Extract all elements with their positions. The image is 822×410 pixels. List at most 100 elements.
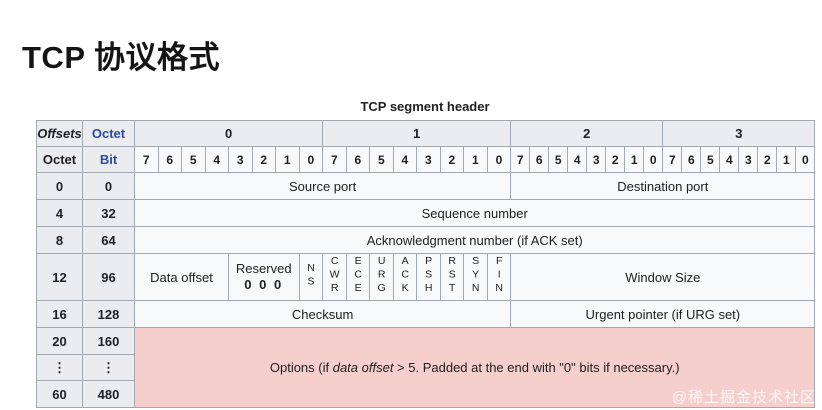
bit-number: 1 [463, 146, 488, 173]
bit-number: 4 [204, 146, 229, 173]
header-row-bits: Octet Bit 7 6 5 4 3 2 1 0 7 6 5 4 3 2 1 … [36, 146, 816, 173]
bit-number: 6 [157, 146, 182, 173]
octet-offset: 60 [36, 380, 83, 408]
flag-rst: RST [439, 253, 465, 301]
flag-label: PSH [422, 255, 435, 296]
bit-number: 7 [510, 146, 531, 173]
bit-number: 4 [392, 146, 418, 173]
octet-row-header: Octet [36, 146, 83, 173]
flag-label: RST [446, 255, 459, 296]
bit-number: 5 [369, 146, 394, 173]
field-options: Options (if data offset > 5. Padded at t… [133, 327, 816, 408]
flag-label: ACK [399, 255, 412, 296]
bit-number: 6 [529, 146, 550, 173]
flag-ack: ACK [392, 253, 418, 301]
bit-number: 0 [298, 146, 324, 173]
bit-offset: 480 [82, 380, 135, 408]
field-acknowledgment-number: Acknowledgment number (if ACK set) [133, 226, 816, 254]
bit-number: 0 [795, 146, 816, 173]
bit-offset: 64 [82, 226, 135, 254]
options-italic-text: data offset [332, 360, 394, 375]
page-title: TCP 协议格式 [22, 40, 221, 75]
header-row-octets: Offsets Octet 0 1 2 3 [36, 120, 816, 147]
field-urgent-pointer: Urgent pointer (if URG set) [510, 300, 816, 328]
row-offset-20: 20 160 Options (if data offset > 5. Padd… [36, 327, 816, 408]
bit-offset: 32 [82, 199, 135, 227]
octet-group-2: 2 [510, 120, 664, 147]
octet-group-3: 3 [662, 120, 816, 147]
row-offset-16: 16 128 Checksum Urgent pointer (if URG s… [36, 300, 816, 328]
reserved-value: 0 0 0 [244, 277, 284, 292]
bit-number: 1 [776, 146, 797, 173]
row-offset-0: 0 0 Source port Destination port [36, 172, 816, 200]
field-data-offset: Data offset [134, 253, 229, 301]
flag-label: NS [305, 262, 318, 289]
bit-number: 0 [643, 146, 664, 173]
bit-number: 4 [719, 146, 740, 173]
bit-number: 5 [548, 146, 569, 173]
flag-label: FIN [493, 255, 506, 296]
bit-number: 7 [662, 146, 683, 173]
field-checksum: Checksum [133, 300, 512, 328]
flag-label: CWR [328, 255, 341, 296]
octet-offset: 8 [36, 226, 83, 254]
bit-offset: 160 [82, 327, 135, 355]
flag-ece: ECE [345, 253, 371, 301]
tcp-header-table: Offsets Octet 0 1 2 3 Octet Bit 7 6 5 4 … [36, 120, 816, 408]
octet-header: Octet [82, 120, 135, 147]
row-offset-8: 8 64 Acknowledgment number (if ACK set) [36, 226, 816, 254]
flag-psh: PSH [416, 253, 441, 301]
field-source-port: Source port [133, 172, 512, 200]
octet-offset: ⋮ [36, 354, 83, 381]
row-offset-4: 4 32 Sequence number [36, 199, 816, 227]
flag-syn: SYN [463, 253, 488, 301]
octet-group-0: 0 [133, 120, 324, 147]
row-offset-12: 12 96 Data offset Reserved 0 0 0 NS CWR … [36, 253, 816, 301]
flag-fin: FIN [486, 253, 512, 301]
table-caption: TCP segment header [360, 99, 490, 114]
field-window-size: Window Size [510, 253, 816, 301]
row-offset-60: 60 480 [36, 380, 815, 408]
watermark: @稀土掘金技术社区 [671, 389, 816, 406]
bit-number: 0 [486, 146, 512, 173]
flag-label: SYN [469, 255, 482, 296]
flag-label: ECE [352, 255, 365, 296]
offsets-header: Offsets [36, 120, 83, 147]
bit-number: 1 [624, 146, 645, 173]
octet-offset: 4 [36, 199, 83, 227]
bit-number: 6 [681, 146, 702, 173]
octet-offset: 16 [36, 300, 83, 328]
bit-number: 1 [275, 146, 300, 173]
bit-number: 3 [738, 146, 759, 173]
options-text: Options (if [269, 360, 333, 375]
row-offset-dots: ⋮ ⋮ [36, 354, 815, 381]
bit-offset: 0 [82, 172, 135, 200]
bit-number: 2 [757, 146, 778, 173]
field-reserved: Reserved 0 0 0 [228, 253, 300, 301]
reserved-label: Reserved [235, 261, 292, 277]
bit-number: 2 [251, 146, 276, 173]
flag-cwr: CWR [322, 253, 347, 301]
bit-number: 5 [700, 146, 721, 173]
bit-number: 3 [228, 146, 253, 173]
octet-offset: 20 [36, 327, 83, 355]
flag-ns: NS [298, 253, 324, 301]
bit-number: 3 [586, 146, 607, 173]
octet-offset: 12 [36, 253, 83, 301]
bit-number: 2 [439, 146, 465, 173]
bit-number: 6 [345, 146, 371, 173]
bit-number: 7 [134, 146, 159, 173]
options-text: > 5. Padded at the end with "0" bits if … [393, 360, 680, 375]
bit-number: 2 [605, 146, 626, 173]
field-destination-port: Destination port [510, 172, 816, 200]
octet-group-1: 1 [322, 120, 512, 147]
flag-urg: URG [369, 253, 394, 301]
bit-offset: ⋮ [82, 354, 135, 381]
field-sequence-number: Sequence number [133, 199, 816, 227]
octet-offset: 0 [36, 172, 83, 200]
bit-number: 5 [181, 146, 206, 173]
bit-header: Bit [82, 146, 135, 173]
flag-label: URG [375, 255, 388, 296]
bit-number: 3 [416, 146, 441, 173]
